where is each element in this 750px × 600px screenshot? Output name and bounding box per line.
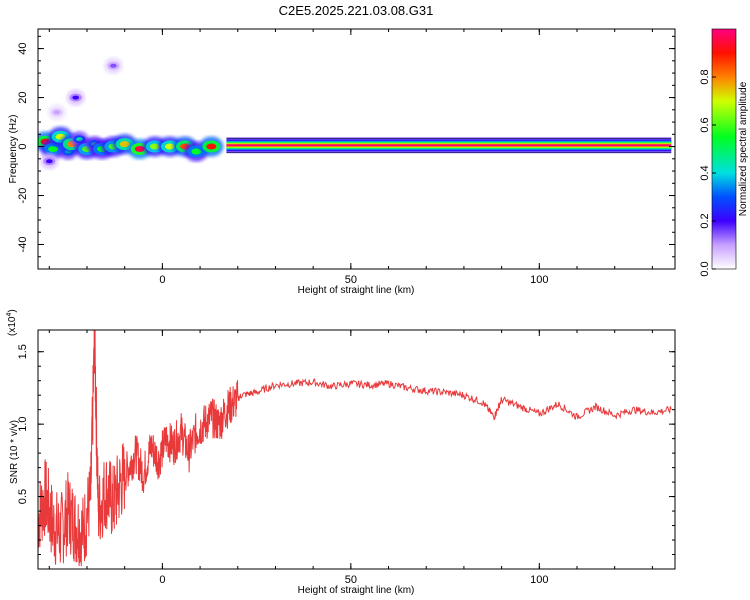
colorbar-tick-label: 0.6 [699, 117, 711, 132]
x-tick-label: 0 [159, 574, 165, 586]
spectrogram-blob [104, 57, 123, 74]
colorbar: 0.0 0.2 0.4 0.6 0.8 Normalized spectral ampl… [699, 28, 749, 277]
spectrogram-y-label: Frequency (Hz) [8, 115, 19, 184]
colorbar-tick-label: 0.4 [699, 165, 711, 180]
spectrogram-x-label: Height of straight line (km) [298, 285, 415, 296]
snr-frame [37, 329, 676, 570]
spectrogram-blob [40, 153, 59, 170]
spectrogram-panel: 0 50 100 -40 -20 0 20 40 Height of straight lin… [8, 28, 676, 296]
x-tick-label: 50 [345, 274, 357, 286]
snr-x-label: Height of straight line (km) [298, 585, 415, 596]
spectrogram-frame [37, 28, 676, 270]
y-tick-label: 0 [17, 143, 29, 149]
spectrogram-blob [184, 141, 209, 162]
x-tick-label: 0 [159, 274, 165, 286]
snr-y-label: SNR (10 * v/v) [9, 420, 20, 484]
y-tick-label: 0.5 [17, 489, 29, 504]
y-tick-label: 20 [17, 91, 29, 103]
y-tick-label: -40 [17, 237, 29, 253]
snr-panel: 0 50 100 0.5 1.0 1.5 Height of straight line … [6, 309, 676, 596]
snr-scale-note: (x104) [6, 309, 18, 336]
colorbar-tick-label: 0.0 [699, 261, 711, 276]
x-tick-label: 100 [530, 274, 548, 286]
colorbar-label: Normalized spectral amplitude [738, 81, 749, 216]
chart-title: C2E5.2025.221.03.08.G31 [279, 3, 434, 18]
spectrogram-blob [66, 89, 85, 106]
colorbar-tick-label: 0.8 [699, 69, 711, 84]
spectrogram-ridge [226, 137, 672, 154]
colorbar-gradient [711, 28, 737, 270]
y-tick-label: 1.0 [17, 417, 29, 432]
x-tick-label: 50 [345, 574, 357, 586]
spectrogram-blob [199, 136, 224, 157]
snr-series-line [38, 330, 672, 567]
y-tick-label: 40 [17, 42, 29, 54]
x-tick-label: 100 [530, 574, 548, 586]
y-tick-label: 1.5 [17, 344, 29, 359]
colorbar-tick-label: 0.2 [699, 213, 711, 228]
y-tick-label: -20 [17, 188, 29, 204]
spectrogram-blob [47, 104, 66, 121]
